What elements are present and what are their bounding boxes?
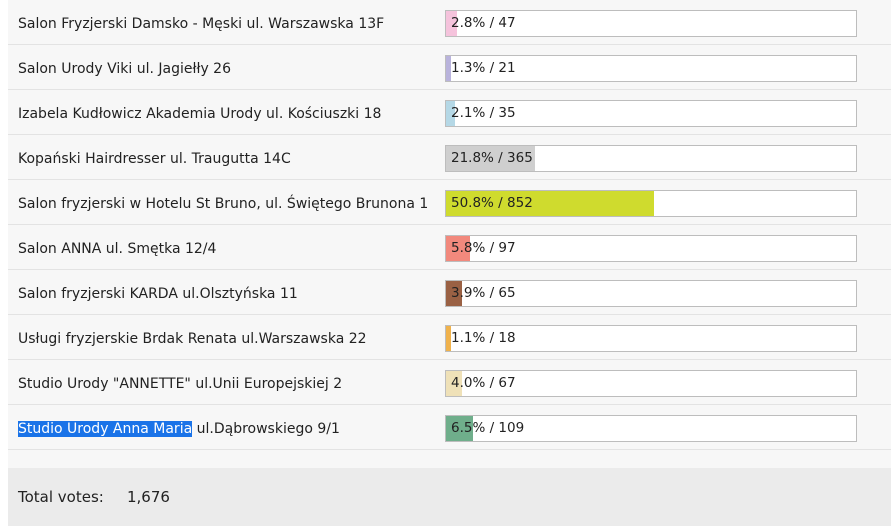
poll-option-row: Studio Urody Anna Maria ul.Dąbrowskiego … [8,405,891,450]
result-bar-fill [446,371,463,396]
option-label: Studio Urody "ANNETTE" ul.Unii Europejsk… [18,376,343,392]
option-label: Salon ANNA ul. Smętka 12/4 [18,241,217,257]
result-bar-text: 5.8% / 97 [451,240,516,256]
result-bar: 6.5% / 109 [445,415,857,442]
result-bar: 4.0% / 67 [445,370,857,397]
result-bar-fill [446,416,473,441]
poll-option-row: Salon Fryzjerski Damsko - Męski ul. Wars… [8,0,891,45]
result-bar-text: 4.0% / 67 [451,375,516,391]
result-bar-fill [446,281,462,306]
result-bar: 50.8% / 852 [445,190,857,217]
result-bar-text: 6.5% / 109 [451,420,525,436]
poll-option-row: Usługi fryzjerskie Brdak Renata ul.Warsz… [8,315,891,360]
total-votes-footer: Total votes: 1,676 [8,468,891,526]
result-bar-text: 50.8% / 852 [451,195,533,211]
option-label: Salon Urody Viki ul. Jagiełły 26 [18,61,232,77]
option-label: Salon fryzjerski w Hotelu St Bruno, ul. … [18,196,429,212]
result-bar: 3.9% / 65 [445,280,857,307]
result-bar: 2.1% / 35 [445,100,857,127]
result-bar-text: 2.1% / 35 [451,105,516,121]
result-bar-text: 3.9% / 65 [451,285,516,301]
total-votes-label: Total votes: [18,488,104,506]
result-bar-fill [446,326,451,351]
option-label: Izabela Kudłowicz Akademia Urody ul. Koś… [18,106,382,122]
poll-option-row: Salon fryzjerski w Hotelu St Bruno, ul. … [8,180,891,225]
result-bar-text: 21.8% / 365 [451,150,533,166]
result-bar-fill [446,191,655,216]
result-bar: 21.8% / 365 [445,145,857,172]
poll-option-row: Salon Urody Viki ul. Jagiełły 26 1.3% / … [8,45,891,90]
option-label: Usługi fryzjerskie Brdak Renata ul.Warsz… [18,331,367,347]
option-label-rest: ul.Dąbrowskiego 9/1 [192,421,340,437]
poll-option-row: Salon fryzjerski KARDA ul.Olsztyńska 11 … [8,270,891,315]
result-bar-fill [446,11,458,36]
result-bar-text: 2.8% / 47 [451,15,516,31]
poll-option-row: Salon ANNA ul. Smętka 12/4 5.8% / 97 [8,225,891,270]
option-label: Salon Fryzjerski Damsko - Męski ul. Wars… [18,16,385,32]
result-bar-fill [446,146,536,171]
poll-option-row: Izabela Kudłowicz Akademia Urody ul. Koś… [8,90,891,135]
selected-text[interactable]: Studio Urody Anna Maria [18,421,193,437]
result-bar-fill [446,56,452,81]
total-votes-value: 1,676 [127,488,170,506]
result-bar: 1.1% / 18 [445,325,857,352]
result-bar-text: 1.3% / 21 [451,60,516,76]
poll-option-row: Studio Urody "ANNETTE" ul.Unii Europejsk… [8,360,891,405]
result-bar: 2.8% / 47 [445,10,857,37]
option-label: Kopański Hairdresser ul. Traugutta 14C [18,151,291,167]
result-bar-fill [446,101,455,126]
result-bar-fill [446,236,470,261]
result-bar: 5.8% / 97 [445,235,857,262]
poll-option-row: Kopański Hairdresser ul. Traugutta 14C 2… [8,135,891,180]
option-label: Studio Urody Anna Maria ul.Dąbrowskiego … [18,405,340,450]
result-bar: 1.3% / 21 [445,55,857,82]
option-label: Salon fryzjerski KARDA ul.Olsztyńska 11 [18,286,298,302]
poll-results: Salon Fryzjerski Damsko - Męski ul. Wars… [8,0,891,526]
result-bar-text: 1.1% / 18 [451,330,516,346]
